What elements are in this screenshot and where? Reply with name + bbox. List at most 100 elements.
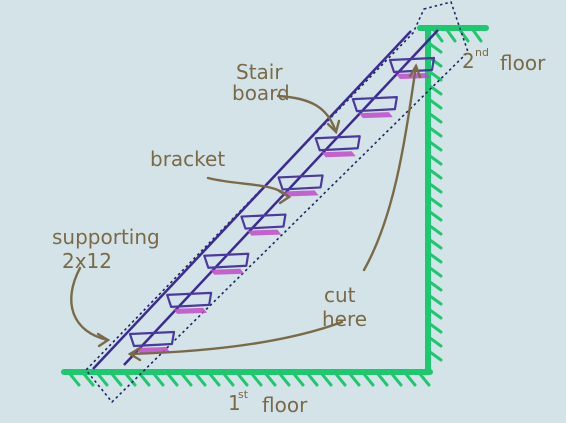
- cut-here-arrow-down: [128, 320, 344, 356]
- stair-step: [166, 291, 213, 314]
- wall-hatch-mark: [428, 252, 443, 264]
- floor-hatch-mark: [138, 372, 151, 387]
- bracket: [321, 151, 356, 158]
- wall-hatch-mark: [428, 322, 443, 334]
- floor-hatch-mark: [458, 28, 470, 43]
- supporting-arrowhead: [96, 332, 111, 348]
- cut-here-label-line1: cut: [324, 283, 356, 307]
- annotation-arrows: [70, 63, 422, 362]
- cut-here-label-line2: here: [322, 307, 367, 331]
- labels: Stair board bracket supporting 2x12 cut …: [52, 46, 546, 417]
- floor-hatch-mark: [194, 372, 207, 387]
- first-floor: [61, 369, 433, 387]
- floor-hatch-mark: [68, 372, 81, 387]
- wall-hatch-mark: [428, 294, 443, 306]
- wall-hatch-mark: [428, 182, 443, 194]
- stair-board-arrowhead: [326, 119, 341, 135]
- floor-hatch-mark: [362, 372, 375, 387]
- stair-steps: [128, 56, 436, 353]
- bracket-arrow: [206, 176, 290, 198]
- stair-step: [277, 174, 324, 197]
- floor-hatch-mark: [418, 372, 431, 387]
- wall-hatch-mark: [428, 140, 443, 152]
- stair-step: [128, 330, 176, 353]
- first-floor-label-number: 1: [228, 391, 241, 415]
- wall-hatch-mark: [428, 154, 443, 166]
- first-floor-hatching: [68, 372, 431, 387]
- first-floor-label-suffix: st: [238, 388, 249, 401]
- floor-hatch-mark: [208, 372, 221, 387]
- wall-hatch-mark: [428, 196, 443, 208]
- stair-board: [277, 174, 324, 191]
- floor-hatch-mark: [236, 372, 249, 387]
- wall-hatch-mark: [428, 238, 443, 250]
- floor-hatch-mark: [222, 372, 235, 387]
- floor-hatch-mark: [445, 28, 457, 43]
- stair-board-label-line2: board: [232, 81, 290, 105]
- cut-here-arrow-down-head: [127, 346, 142, 362]
- wall-hatch-mark: [428, 126, 443, 138]
- floor-hatch-mark: [376, 372, 389, 387]
- bracket: [284, 190, 319, 197]
- stair-board: [203, 252, 250, 269]
- stair-board-label-line1: Stair: [236, 60, 283, 84]
- stair-step: [351, 96, 398, 119]
- floor-hatch-mark: [471, 28, 483, 43]
- first-floor-label-word: floor: [262, 393, 308, 417]
- second-floor: [417, 25, 489, 375]
- wall-hatch-mark: [428, 70, 443, 82]
- stair-step: [240, 213, 287, 236]
- supporting-label-line2: 2x12: [62, 249, 112, 273]
- stair-step: [203, 252, 250, 275]
- floor-hatch-mark: [180, 372, 193, 387]
- wall-hatch-mark: [428, 280, 443, 292]
- stair-board: [128, 330, 176, 348]
- floor-hatch-mark: [292, 372, 305, 387]
- bracket: [396, 73, 430, 79]
- supporting-label-line1: supporting: [52, 225, 160, 249]
- wall-hatch-mark: [428, 350, 443, 362]
- wall-hatch-mark: [428, 42, 443, 54]
- wall-hatch-mark: [428, 56, 443, 68]
- second-floor-label-number: 2: [462, 49, 475, 73]
- floor-hatch-mark: [334, 372, 347, 387]
- floor-hatch-mark: [404, 372, 417, 387]
- floor-hatch-mark: [82, 372, 95, 387]
- wall-hatch-mark: [428, 336, 443, 348]
- floor-hatch-mark: [348, 372, 361, 387]
- floor-hatch-mark: [166, 372, 179, 387]
- stair-board: [388, 56, 436, 74]
- wall-hatch-mark: [428, 210, 443, 222]
- wall-hatch-mark: [428, 84, 443, 96]
- stair-board: [314, 135, 361, 152]
- floor-hatch-mark: [152, 372, 165, 387]
- second-floor-label-word: floor: [500, 51, 546, 75]
- second-floor-hatching: [432, 28, 483, 43]
- floor-hatch-mark: [124, 372, 137, 387]
- stair-board: [351, 96, 398, 113]
- floor-hatch-mark: [320, 372, 333, 387]
- cut-here-arrow-up-head: [408, 63, 422, 79]
- stair-step: [388, 56, 436, 79]
- floor-hatch-mark: [96, 372, 109, 387]
- bracket-label: bracket: [150, 147, 225, 171]
- wall-hatch-mark: [428, 224, 443, 236]
- bracket-arrowhead: [277, 189, 292, 205]
- stair-board-arrow: [276, 94, 338, 134]
- floor-hatch-mark: [110, 372, 123, 387]
- floor-hatch-mark: [250, 372, 263, 387]
- cut-here-arrow-up: [362, 64, 418, 272]
- bracket: [358, 112, 393, 119]
- wall-hatch-mark: [428, 266, 443, 278]
- cut-outline: [84, 1, 469, 404]
- stair-board: [240, 213, 287, 230]
- wall-hatch-mark: [428, 168, 443, 180]
- bracket: [247, 229, 282, 236]
- wall-hatch-mark: [428, 308, 443, 320]
- bracket: [173, 307, 208, 314]
- floor-hatch-mark: [264, 372, 277, 387]
- floor-hatch-mark: [306, 372, 319, 387]
- stair-step: [314, 135, 361, 158]
- wall-hatching: [428, 42, 443, 362]
